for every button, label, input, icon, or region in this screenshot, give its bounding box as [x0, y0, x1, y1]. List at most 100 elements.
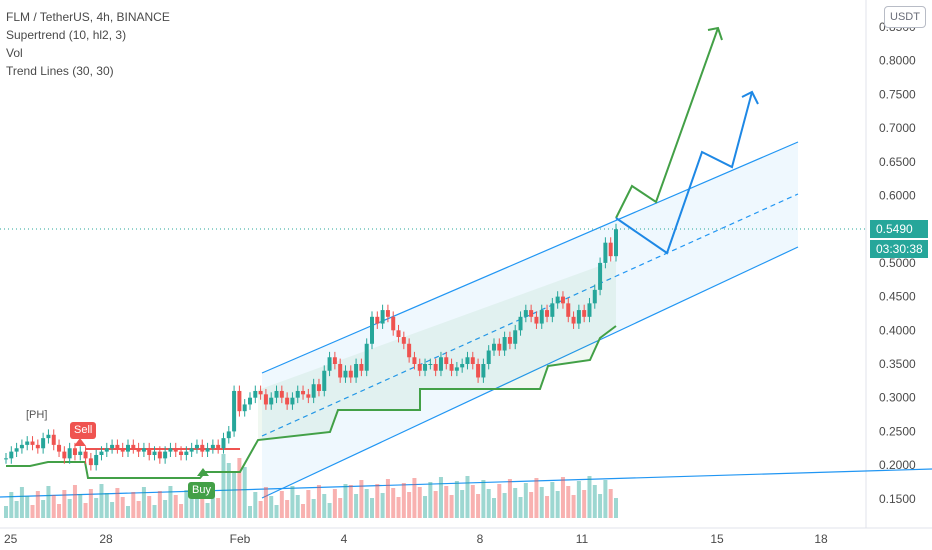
volume-bar	[57, 504, 62, 518]
candle-body	[550, 303, 555, 317]
y-tick-label: 0.2000	[879, 458, 916, 472]
candle-body	[216, 444, 221, 449]
volume-bar	[465, 476, 470, 518]
candle-body	[370, 316, 374, 344]
candle-body	[412, 357, 417, 364]
volume-bar	[9, 492, 14, 518]
channel-mid-line	[261, 193, 799, 437]
volume-bar	[433, 491, 438, 518]
volume-bar	[571, 495, 576, 518]
volume-bar	[375, 484, 380, 518]
candle-body	[19, 444, 24, 449]
volume-bar	[221, 454, 226, 518]
volume-bar	[184, 490, 189, 518]
candle-body	[566, 303, 571, 317]
candle-body	[492, 343, 496, 351]
sell-signal-badge: Sell	[70, 422, 97, 439]
candle-body	[263, 394, 268, 405]
volume-bar	[110, 502, 115, 518]
candle-body	[592, 289, 597, 304]
y-tick-label: 0.1500	[879, 492, 916, 506]
candle-body	[200, 444, 205, 452]
candle-body	[460, 364, 465, 368]
candle-body	[497, 343, 502, 351]
pivot-high-label: [PH]	[26, 409, 48, 421]
volume-bar	[614, 498, 618, 518]
volume-bar	[62, 490, 67, 518]
candle-body	[608, 242, 613, 257]
volume-bar	[380, 493, 385, 518]
candle-body	[396, 330, 401, 338]
candle-body	[534, 316, 539, 324]
candle-body	[391, 316, 396, 331]
candle-body	[523, 310, 528, 317]
candle-body	[529, 310, 534, 317]
volume-bar	[115, 488, 120, 518]
candle-body	[476, 364, 481, 378]
volume-bar	[19, 487, 24, 518]
projection-green-arrowhead	[707, 26, 723, 41]
candle-body	[115, 444, 120, 449]
volume-bar	[598, 494, 603, 518]
volume-bar	[41, 500, 46, 518]
candle-body	[327, 357, 332, 371]
candle-body	[51, 434, 56, 445]
volume-bar	[534, 478, 539, 518]
candle-body	[9, 451, 14, 459]
volume-bar	[210, 489, 215, 518]
candle-body	[401, 337, 406, 344]
candle-body	[348, 370, 353, 378]
volume-bar	[173, 495, 178, 518]
volume-bar	[152, 505, 157, 518]
candle-body	[110, 444, 115, 449]
candle-body	[438, 357, 443, 371]
candle-body	[30, 441, 35, 445]
candle-body	[354, 364, 359, 378]
volume-bar	[327, 503, 332, 518]
candle-body	[449, 364, 454, 371]
candle-body	[545, 310, 550, 317]
currency-button[interactable]: USDT	[884, 6, 926, 28]
candle-body	[338, 364, 343, 378]
candle-body	[518, 316, 523, 331]
sell-marker	[74, 438, 86, 446]
y-tick-label: 0.7000	[879, 121, 916, 135]
volume-bar	[88, 489, 93, 518]
volume-bar	[322, 494, 327, 518]
volume-bar	[338, 498, 343, 518]
candle-body	[194, 444, 199, 449]
candle-body	[470, 357, 475, 364]
candle-body	[126, 444, 130, 452]
volume-bar	[417, 487, 422, 518]
volume-bar	[157, 491, 162, 518]
volume-bar	[343, 484, 348, 518]
volume-bar	[285, 500, 290, 518]
volume-bar	[587, 476, 592, 518]
volume-bar	[269, 496, 274, 518]
volume-bar	[555, 491, 560, 518]
volume-bar	[194, 485, 199, 518]
candle-body	[157, 451, 162, 459]
indicator-volume[interactable]: Vol	[6, 46, 23, 60]
volume-bar	[126, 506, 130, 518]
volume-bar	[46, 486, 51, 518]
volume-bar	[566, 486, 571, 518]
volume-bar	[295, 495, 300, 518]
volume-bar	[481, 480, 486, 518]
volume-bar	[582, 490, 587, 518]
y-tick-label: 0.6000	[879, 189, 916, 203]
chart-legend: FLM / TetherUS, 4h, BINANCE Supertrend (…	[6, 8, 170, 80]
supertrend-fill	[258, 260, 616, 440]
candle-body	[285, 397, 290, 405]
candle-body	[311, 384, 316, 398]
volume-bar	[412, 478, 417, 518]
candle-body	[582, 310, 587, 317]
indicator-supertrend[interactable]: Supertrend (10, hl2, 3)	[6, 28, 127, 42]
volume-bar	[438, 477, 443, 518]
indicator-trendlines[interactable]: Trend Lines (30, 30)	[6, 64, 114, 78]
volume-bar	[14, 501, 19, 518]
candle-body	[614, 229, 618, 257]
volume-bar	[401, 483, 406, 518]
